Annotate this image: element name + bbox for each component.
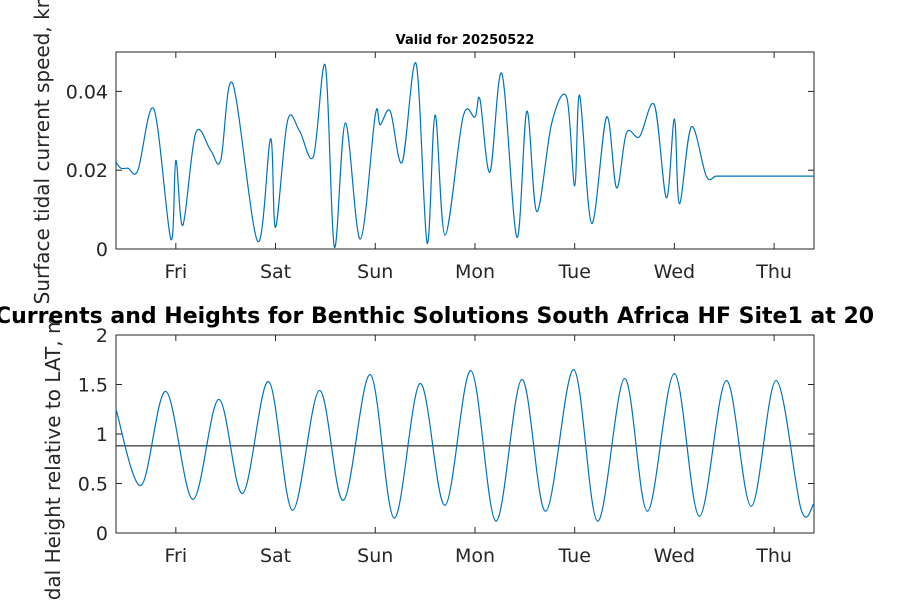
top-xtick-label: Sat (260, 261, 291, 283)
top-xtick-label: Thu (755, 261, 792, 283)
top-ytick-label: 0.02 (66, 160, 108, 182)
top-ytick-label: 0.04 (66, 81, 108, 103)
bottom-chart-title: Currents and Heights for Benthic Solutio… (0, 304, 874, 329)
bottom-ytick-label: 0 (96, 523, 108, 545)
top-plot-area (115, 51, 815, 250)
top-chart-title: Valid for 20250522 (396, 33, 535, 48)
bottom-xtick-label: Wed (654, 545, 695, 567)
top-current-speed-line (115, 62, 814, 248)
bottom-xtick-label: Tue (557, 545, 590, 567)
bottom-tidal-height-line (115, 369, 815, 522)
bottom-ytick-label: 1.5 (78, 375, 108, 397)
bottom-ytick-label: 1 (96, 424, 108, 446)
top-xtick-label: Tue (557, 261, 590, 283)
bottom-xtick-label: Thu (755, 545, 792, 567)
bottom-xtick-label: Fri (165, 545, 188, 567)
top-ytick-label: 0 (96, 239, 108, 261)
top-xtick-label: Sun (357, 261, 393, 283)
bottom-y-axis-label: Tidal Height relative to LAT, m (41, 315, 65, 600)
top-xtick-label: Fri (165, 261, 188, 283)
bottom-plot-area (115, 334, 815, 534)
bottom-ytick-label: 0.5 (78, 474, 108, 496)
bottom-xtick-label: Mon (455, 545, 495, 567)
bottom-ytick-label: 2 (96, 325, 108, 347)
top-y-axis-label: Surface tidal current speed, kn (30, 0, 54, 304)
top-xtick-label: Mon (455, 261, 495, 283)
bottom-xtick-label: Sat (260, 545, 291, 567)
bottom-xtick-label: Sun (357, 545, 393, 567)
top-xtick-label: Wed (654, 261, 695, 283)
